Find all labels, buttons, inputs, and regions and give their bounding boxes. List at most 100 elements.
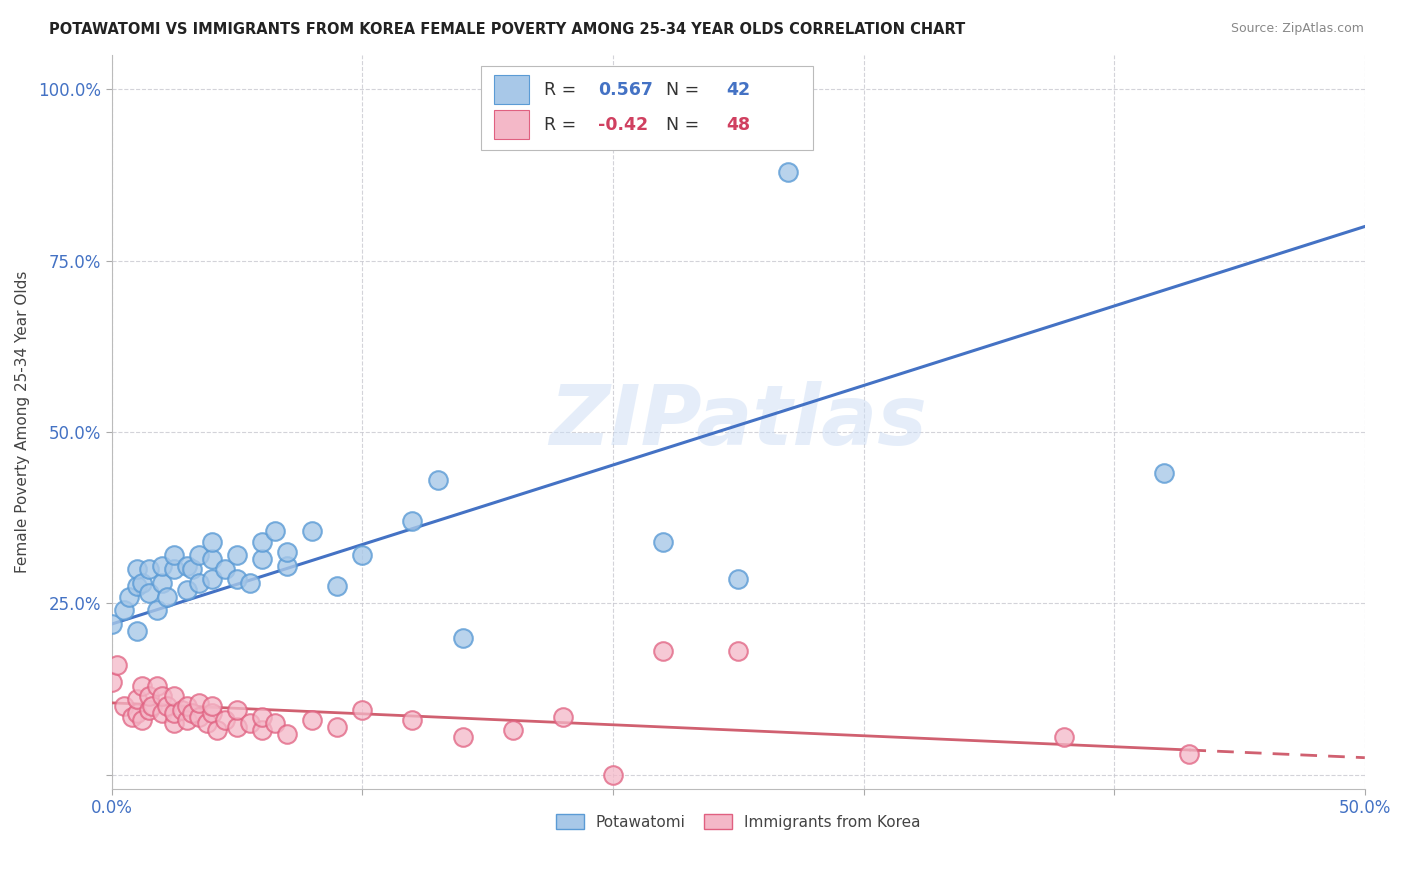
Point	[727, 573, 749, 587]
Point	[301, 713, 323, 727]
Point	[226, 720, 249, 734]
Point	[125, 706, 148, 720]
Point	[100, 675, 122, 690]
Point	[214, 713, 236, 727]
Point	[150, 689, 173, 703]
Point	[170, 703, 193, 717]
Point	[138, 586, 160, 600]
Point	[181, 706, 204, 720]
Point	[1178, 747, 1201, 762]
Point	[201, 699, 224, 714]
Point	[118, 590, 141, 604]
Y-axis label: Female Poverty Among 25-34 Year Olds: Female Poverty Among 25-34 Year Olds	[15, 270, 30, 573]
Point	[352, 549, 374, 563]
Point	[326, 579, 349, 593]
Point	[176, 699, 198, 714]
Point	[239, 716, 262, 731]
Point	[138, 689, 160, 703]
Point	[131, 575, 153, 590]
Point	[326, 720, 349, 734]
Point	[163, 716, 186, 731]
Point	[163, 689, 186, 703]
Point	[352, 703, 374, 717]
Text: -0.42: -0.42	[598, 116, 648, 134]
Point	[652, 534, 675, 549]
Point	[250, 552, 273, 566]
Text: R =: R =	[544, 80, 582, 99]
Point	[150, 558, 173, 573]
Point	[426, 473, 449, 487]
Point	[150, 575, 173, 590]
Point	[138, 562, 160, 576]
Text: R =: R =	[544, 116, 582, 134]
Point	[276, 558, 298, 573]
Point	[163, 562, 186, 576]
Point	[502, 723, 524, 738]
Text: N =: N =	[665, 80, 704, 99]
Point	[263, 524, 285, 539]
Point	[727, 644, 749, 658]
Point	[100, 617, 122, 632]
Point	[451, 730, 474, 744]
Point	[276, 727, 298, 741]
Point	[176, 582, 198, 597]
Point	[226, 703, 249, 717]
Text: POTAWATOMI VS IMMIGRANTS FROM KOREA FEMALE POVERTY AMONG 25-34 YEAR OLDS CORRELA: POTAWATOMI VS IMMIGRANTS FROM KOREA FEMA…	[49, 22, 966, 37]
Text: ZIPatlas: ZIPatlas	[550, 382, 927, 462]
Point	[181, 562, 204, 576]
Point	[205, 723, 228, 738]
Point	[226, 573, 249, 587]
Point	[146, 679, 169, 693]
Point	[214, 562, 236, 576]
Text: 0.567: 0.567	[598, 80, 652, 99]
Point	[239, 575, 262, 590]
Point	[250, 709, 273, 723]
FancyBboxPatch shape	[494, 75, 529, 104]
FancyBboxPatch shape	[481, 66, 814, 151]
Point	[146, 603, 169, 617]
Point	[188, 696, 211, 710]
Point	[401, 713, 423, 727]
Point	[201, 534, 224, 549]
Point	[250, 534, 273, 549]
Point	[125, 579, 148, 593]
Point	[188, 709, 211, 723]
Point	[1153, 467, 1175, 481]
Text: Source: ZipAtlas.com: Source: ZipAtlas.com	[1230, 22, 1364, 36]
Point	[176, 558, 198, 573]
Text: 48: 48	[725, 116, 749, 134]
Point	[652, 644, 675, 658]
Point	[112, 603, 135, 617]
Point	[163, 706, 186, 720]
Point	[188, 575, 211, 590]
Point	[125, 624, 148, 638]
Point	[201, 573, 224, 587]
Point	[138, 703, 160, 717]
Point	[125, 562, 148, 576]
Point	[195, 716, 218, 731]
Point	[121, 709, 143, 723]
FancyBboxPatch shape	[494, 110, 529, 139]
Point	[276, 545, 298, 559]
Point	[188, 549, 211, 563]
Point	[201, 706, 224, 720]
Point	[176, 713, 198, 727]
Point	[141, 699, 163, 714]
Point	[131, 679, 153, 693]
Point	[551, 709, 574, 723]
Legend: Potawatomi, Immigrants from Korea: Potawatomi, Immigrants from Korea	[550, 807, 927, 836]
Point	[226, 549, 249, 563]
Point	[156, 699, 179, 714]
Text: 42: 42	[725, 80, 749, 99]
Point	[1053, 730, 1076, 744]
Point	[778, 164, 800, 178]
Point	[112, 699, 135, 714]
Point	[263, 716, 285, 731]
Point	[125, 692, 148, 706]
Point	[451, 631, 474, 645]
Point	[301, 524, 323, 539]
Point	[401, 514, 423, 528]
Point	[131, 713, 153, 727]
Point	[105, 658, 128, 673]
Point	[150, 706, 173, 720]
